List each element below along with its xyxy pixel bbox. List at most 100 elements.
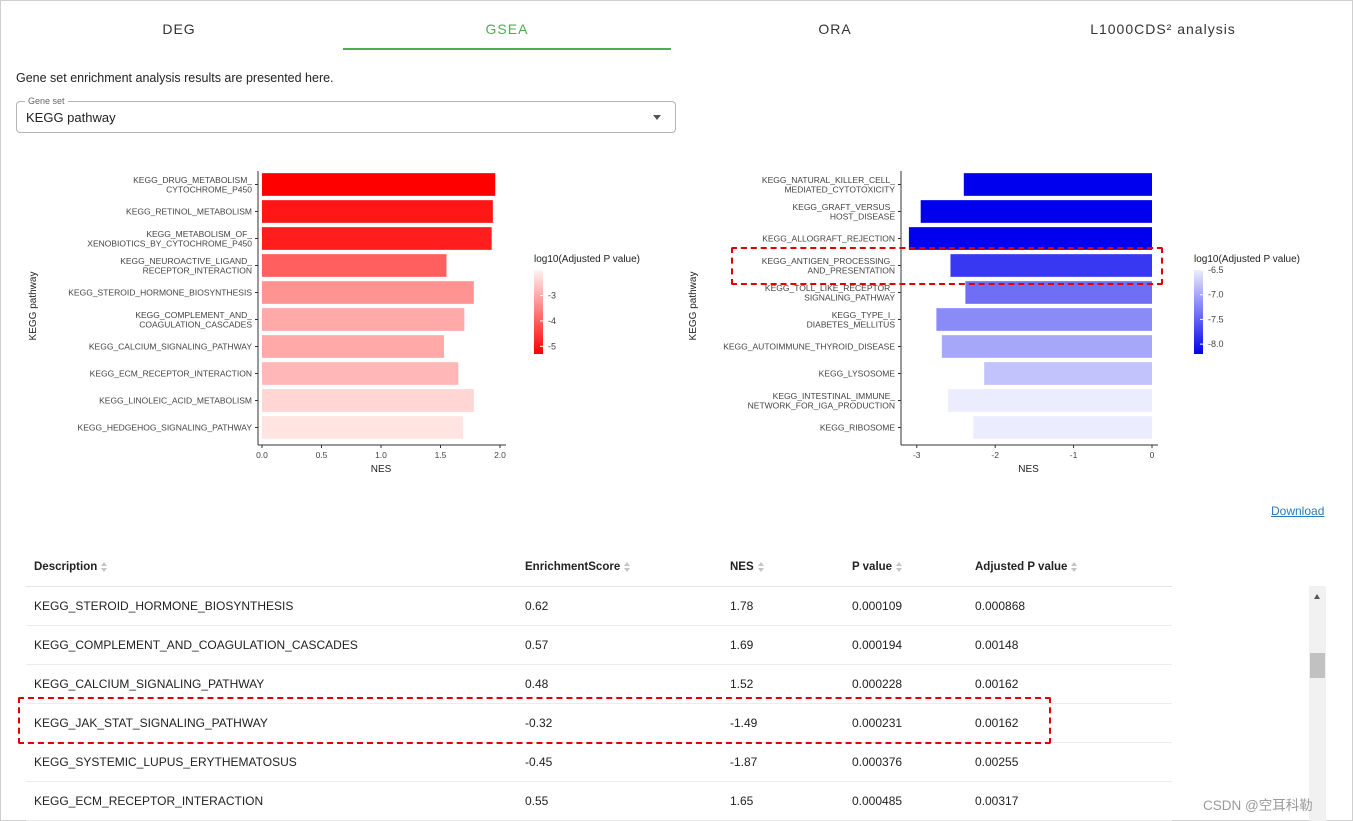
nes-positive-bar-chart: KEGG_DRUG_METABOLISM_ CYTOCHROME_P450KEGG…: [28, 171, 640, 475]
dropdown-arrow-icon[interactable]: [653, 115, 661, 120]
table-row[interactable]: KEGG_CALCIUM_SIGNALING_PATHWAY 0.48 1.52…: [26, 664, 1172, 704]
category-label-line: HOST_DISEASE: [830, 212, 896, 222]
y-axis-label: KEGG pathway: [28, 272, 39, 341]
cell-nes: 1.69: [722, 625, 844, 665]
cell-p-value: 0.000228: [844, 664, 967, 704]
legend-tick-label: -4: [548, 316, 556, 326]
download-link[interactable]: Download: [1271, 504, 1325, 518]
col-adjusted-p-value[interactable]: Adjusted P value: [967, 548, 1172, 587]
x-tick-label: -1: [1070, 450, 1078, 460]
cell-description: KEGG_ECM_RECEPTOR_INTERACTION: [26, 781, 517, 821]
category-label-line: KEGG_TYPE_I_: [832, 310, 896, 320]
bar: [908, 227, 1152, 250]
legend-tick-label: -3: [548, 290, 556, 300]
cell-description: KEGG_COMPLEMENT_AND_COAGULATION_CASCADES: [26, 625, 517, 665]
cell-enrichment-score: 0.62: [517, 586, 722, 626]
tab-l1000cds2[interactable]: L1000CDS² analysis: [1090, 21, 1236, 37]
cell-p-value: 0.000376: [844, 742, 967, 782]
category-label: KEGG_METABOLISM_OF_ XENOBIOTICS_BY_CYTOCH…: [87, 229, 252, 249]
scroll-thumb[interactable]: [1310, 653, 1325, 678]
col-description[interactable]: Description: [26, 548, 517, 587]
x-tick-label: 0.5: [316, 450, 328, 460]
x-tick-label: 1.5: [435, 450, 447, 460]
cell-nes: -1.87: [722, 742, 844, 782]
category-label: KEGG_HEDGEHOG_SIGNALING_PATHWAY: [78, 423, 253, 433]
sort-icon[interactable]: [624, 561, 631, 572]
category-label-line: KEGG_LYSOSOME: [819, 369, 896, 379]
bar: [262, 335, 445, 358]
scroll-up-icon[interactable]: [1314, 594, 1320, 599]
category-label: KEGG_ECM_RECEPTOR_INTERACTION: [90, 369, 252, 379]
sort-icon[interactable]: [757, 561, 765, 572]
category-label: KEGG_TYPE_I_ DIABETES_MELLITUS: [807, 310, 896, 330]
category-label: KEGG_NATURAL_KILLER_CELL_ MEDIATED_CYTOTO…: [762, 175, 895, 195]
legend-tick-label: -5: [548, 341, 556, 351]
tab-bar: DEG GSEA ORA L1000CDS² analysis: [15, 10, 1327, 50]
category-label: KEGG_ALLOGRAFT_REJECTION: [762, 234, 895, 244]
cell-description: KEGG_JAK_STAT_SIGNALING_PATHWAY: [26, 703, 517, 743]
table-scrollbar[interactable]: [1309, 586, 1326, 821]
highlight-box-jak-stat-row: [18, 697, 1051, 744]
category-label-line: KEGG_ECM_RECEPTOR_INTERACTION: [90, 369, 252, 379]
cell-nes: -1.49: [722, 703, 844, 743]
table-row[interactable]: KEGG_SYSTEMIC_LUPUS_ERYTHEMATOSUS -0.45 …: [26, 742, 1172, 782]
cell-nes: 1.52: [722, 664, 844, 704]
category-label-line: KEGG_HEDGEHOG_SIGNALING_PATHWAY: [78, 423, 253, 433]
col-enrichment-score[interactable]: EnrichmentScore: [517, 548, 722, 587]
cell-nes: 1.65: [722, 781, 844, 821]
bar: [948, 389, 1152, 412]
sort-icon[interactable]: [1071, 561, 1078, 572]
x-tick-label: -3: [913, 450, 921, 460]
tab-gsea[interactable]: GSEA: [343, 10, 671, 50]
category-label: KEGG_CALCIUM_SIGNALING_PATHWAY: [89, 342, 252, 352]
x-tick-label: -2: [991, 450, 999, 460]
y-axis-label: KEGG pathway: [688, 272, 699, 341]
sort-icon[interactable]: [896, 561, 903, 572]
watermark: CSDN @空耳科勒: [1203, 798, 1313, 813]
table-row[interactable]: KEGG_STEROID_HORMONE_BIOSYNTHESIS 0.62 1…: [26, 586, 1172, 626]
cell-adjusted-p-value: 0.000868: [967, 586, 1172, 626]
legend-tick-label: -7.5: [1208, 314, 1224, 324]
cell-enrichment-score: 0.55: [517, 781, 722, 821]
bar: [984, 362, 1152, 385]
category-label: KEGG_AUTOIMMUNE_THYROID_DISEASE: [723, 342, 895, 352]
x-axis-label: NES: [371, 464, 392, 475]
cell-p-value: 0.000109: [844, 586, 967, 626]
bar: [262, 389, 474, 412]
legend-tick-label: -6.5: [1208, 265, 1224, 275]
category-label-line: KEGG_DRUG_METABOLISM_: [133, 175, 252, 185]
category-label: KEGG_RIBOSOME: [820, 423, 895, 433]
category-label-line: SIGNALING_PATHWAY: [804, 293, 895, 303]
category-label: KEGG_ANTIGEN_PROCESSING_ AND_PRESENTATION: [762, 256, 895, 276]
category-label-line: KEGG_COMPLEMENT_AND_: [135, 310, 252, 320]
category-label-line: KEGG_AUTOIMMUNE_THYROID_DISEASE: [723, 342, 895, 352]
legend-colorbar: [534, 270, 543, 354]
cell-p-value: 0.000194: [844, 625, 967, 665]
cell-adjusted-p-value: 0.00317: [967, 781, 1172, 821]
category-label-line: AND_PRESENTATION: [807, 266, 895, 276]
category-label-line: KEGG_INTESTINAL_IMMUNE_: [773, 391, 896, 401]
col-nes[interactable]: NES: [722, 548, 844, 587]
tab-ora[interactable]: ORA: [818, 21, 852, 37]
gene-set-label: Gene set: [25, 96, 68, 106]
category-label-line: MEDIATED_CYTOTOXICITY: [784, 185, 895, 195]
category-label-line: KEGG_ANTIGEN_PROCESSING_: [762, 256, 895, 266]
legend-colorbar: [1194, 270, 1203, 354]
category-label-line: KEGG_ALLOGRAFT_REJECTION: [762, 234, 895, 244]
bar: [262, 173, 496, 196]
tab-deg[interactable]: DEG: [162, 21, 196, 37]
table-row[interactable]: KEGG_ECM_RECEPTOR_INTERACTION 0.55 1.65 …: [26, 781, 1172, 821]
category-label-line: COAGULATION_CASCADES: [139, 320, 252, 330]
cell-enrichment-score: 0.57: [517, 625, 722, 665]
sort-icon[interactable]: [101, 561, 108, 572]
table-row[interactable]: KEGG_JAK_STAT_SIGNALING_PATHWAY -0.32 -1…: [26, 703, 1172, 743]
cell-adjusted-p-value: 0.00162: [967, 703, 1172, 743]
table-row[interactable]: KEGG_COMPLEMENT_AND_COAGULATION_CASCADES…: [26, 625, 1172, 665]
cell-p-value: 0.000485: [844, 781, 967, 821]
gene-set-select[interactable]: Gene set KEGG pathway: [16, 96, 676, 133]
x-tick-label: 0.0: [256, 450, 268, 460]
category-label: KEGG_STEROID_HORMONE_BIOSYNTHESIS: [68, 288, 252, 298]
cell-adjusted-p-value: 0.00162: [967, 664, 1172, 704]
bar: [262, 362, 459, 385]
col-p-value[interactable]: P value: [844, 548, 967, 587]
